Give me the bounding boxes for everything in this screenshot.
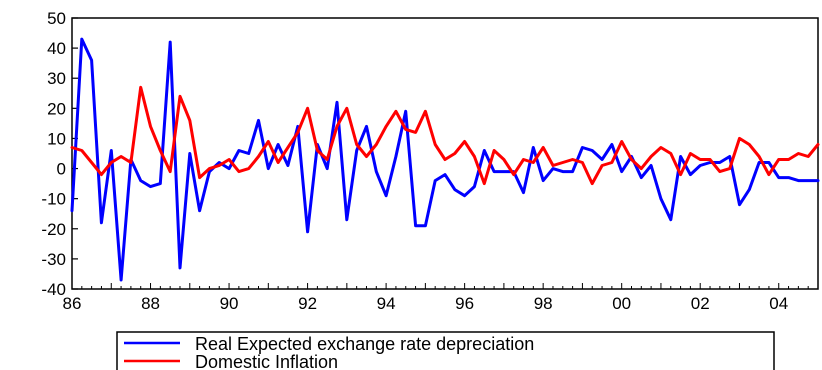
- x-tick-label: 02: [691, 294, 710, 313]
- axes: [71, 17, 819, 290]
- y-tick-label: 10: [47, 129, 66, 148]
- y-tick-label: -30: [41, 250, 66, 269]
- y-tick-label: -20: [41, 220, 66, 239]
- x-tick-label: 90: [220, 294, 239, 313]
- x-tick-label: 92: [298, 294, 317, 313]
- plot-frame: [71, 17, 819, 290]
- x-tick-label: 00: [612, 294, 631, 313]
- y-tick-label: -40: [41, 280, 66, 299]
- series-line-domestic-inflation: [70, 85, 820, 186]
- y-tick-label: 50: [47, 9, 66, 28]
- x-tick-label: 96: [455, 294, 474, 313]
- series-lines: [70, 37, 820, 282]
- x-tick-label: 88: [141, 294, 160, 313]
- y-tick-label: 40: [47, 39, 66, 58]
- y-tick-label: 0: [57, 160, 66, 179]
- y-tick-label: 20: [47, 99, 66, 118]
- x-tick-label: 04: [769, 294, 788, 313]
- y-axis-ticks: -40 -30 -20 -10 0 10 20 30 40 50: [41, 9, 78, 299]
- x-axis-ticks: 86 88 90 92 94 96 98 00 02 04: [63, 283, 819, 313]
- y-tick-label: 30: [47, 69, 66, 88]
- series-line-real-expected-depreciation: [70, 37, 820, 282]
- x-tick-label: 98: [534, 294, 553, 313]
- x-tick-label: 94: [377, 294, 396, 313]
- legend: Real Expected exchange rate depreciation…: [116, 331, 775, 370]
- y-tick-label: -10: [41, 190, 66, 209]
- legend-label-domestic-inflation: Domestic Inflation: [195, 352, 338, 370]
- x-tick-label: 86: [63, 294, 82, 313]
- legend-box: [116, 331, 775, 370]
- legend-label-real-expected-depreciation: Real Expected exchange rate depreciation: [195, 334, 534, 354]
